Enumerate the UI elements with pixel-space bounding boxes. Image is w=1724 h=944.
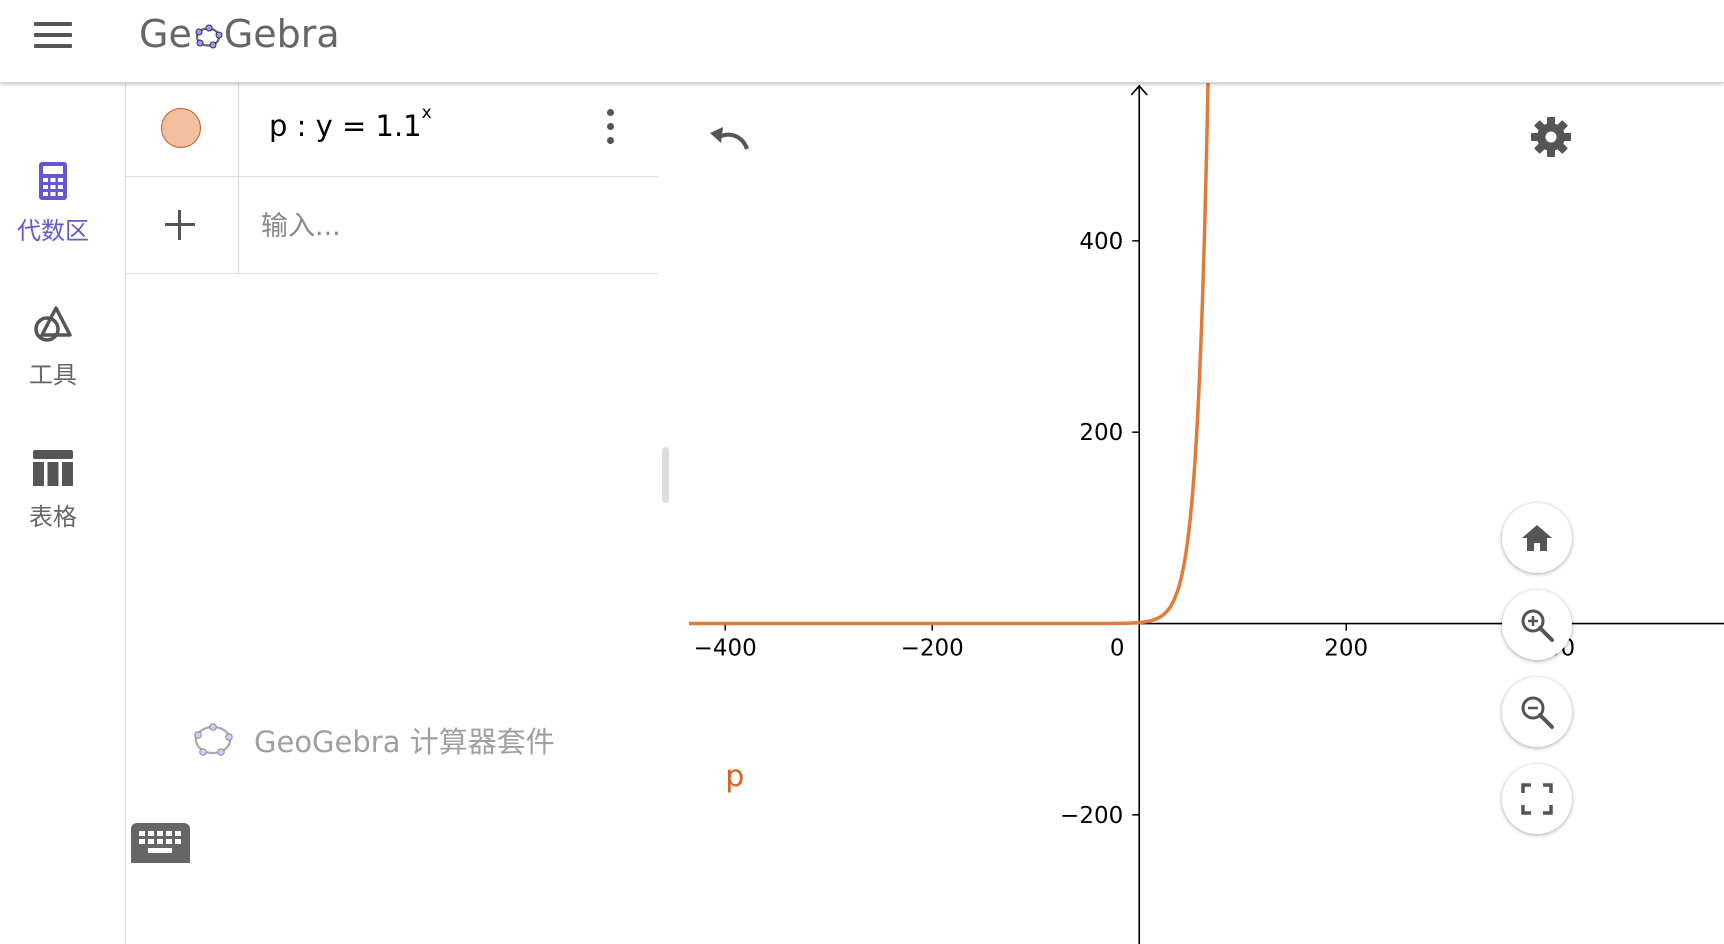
nav-item-tools[interactable]: 工具 bbox=[0, 305, 106, 390]
nav-label-tools: 工具 bbox=[29, 361, 77, 389]
formula-exponent: x bbox=[421, 103, 432, 123]
x-tick-label: 200 bbox=[1324, 636, 1368, 662]
more-options-icon[interactable] bbox=[604, 109, 616, 147]
nav-item-algebra[interactable]: 代数区 bbox=[0, 161, 106, 246]
hamburger-menu-icon[interactable] bbox=[34, 22, 72, 48]
y-tick-label: 200 bbox=[1079, 420, 1123, 446]
nav-label-table: 表格 bbox=[29, 503, 77, 531]
visibility-toggle-marble[interactable] bbox=[161, 108, 201, 148]
function-curve-p bbox=[689, 83, 1210, 626]
y-tick-label: 400 bbox=[1079, 229, 1123, 255]
zoom-out-icon bbox=[1521, 696, 1554, 729]
geogebra-logo-icon bbox=[194, 723, 233, 756]
undo-icon[interactable] bbox=[707, 123, 753, 155]
shapes-icon bbox=[34, 306, 72, 342]
plus-cell bbox=[126, 177, 239, 273]
logo-text-ge: Ge bbox=[139, 12, 192, 56]
calculator-icon bbox=[39, 162, 67, 200]
table-icon bbox=[33, 450, 73, 486]
x-tick-label: 0 bbox=[1110, 636, 1125, 662]
home-button[interactable] bbox=[1502, 503, 1572, 573]
brand-footer: GeoGebra 计算器套件 bbox=[192, 719, 555, 761]
zoom-in-button[interactable] bbox=[1502, 590, 1572, 660]
x-tick-label: −400 bbox=[694, 636, 757, 662]
fullscreen-icon bbox=[1521, 783, 1553, 815]
zoom-out-button[interactable] bbox=[1502, 677, 1572, 747]
fullscreen-button[interactable] bbox=[1502, 764, 1572, 834]
nav-label-algebra: 代数区 bbox=[17, 217, 89, 245]
formula-base: p : y = 1.1 bbox=[269, 109, 422, 143]
geogebra-logo-icon bbox=[195, 24, 223, 49]
algebra-input[interactable] bbox=[259, 202, 643, 250]
keyboard-button[interactable] bbox=[131, 823, 190, 863]
brand-text: GeoGebra 计算器套件 bbox=[254, 725, 555, 759]
home-icon bbox=[1522, 525, 1552, 551]
logo-text-gebra: Gebra bbox=[223, 12, 340, 56]
algebra-entry-row[interactable]: p : y = 1.1x bbox=[126, 83, 658, 177]
nav-item-table[interactable]: 表格 bbox=[0, 449, 106, 532]
formula-text[interactable]: p : y = 1.1x bbox=[269, 103, 432, 143]
keyboard-icon bbox=[139, 831, 181, 853]
function-label-p: p bbox=[725, 759, 744, 794]
plus-icon[interactable] bbox=[165, 210, 195, 240]
y-tick-label: −200 bbox=[1060, 803, 1123, 829]
y-axis-arrow bbox=[1130, 84, 1148, 96]
gear-icon[interactable] bbox=[1529, 115, 1573, 159]
geogebra-logo: Ge Gebra bbox=[139, 12, 340, 56]
x-tick-label: −200 bbox=[901, 636, 964, 662]
algebra-view: p : y = 1.1x GeoGebra 计算器套件 bbox=[125, 83, 689, 944]
marble-cell bbox=[126, 83, 239, 176]
algebra-input-row[interactable] bbox=[126, 177, 658, 274]
scrollbar[interactable] bbox=[662, 447, 669, 503]
side-navigation: 代数区 工具 表格 bbox=[0, 83, 124, 944]
zoom-in-icon bbox=[1521, 609, 1554, 642]
top-bar: Ge Gebra bbox=[0, 0, 1724, 83]
